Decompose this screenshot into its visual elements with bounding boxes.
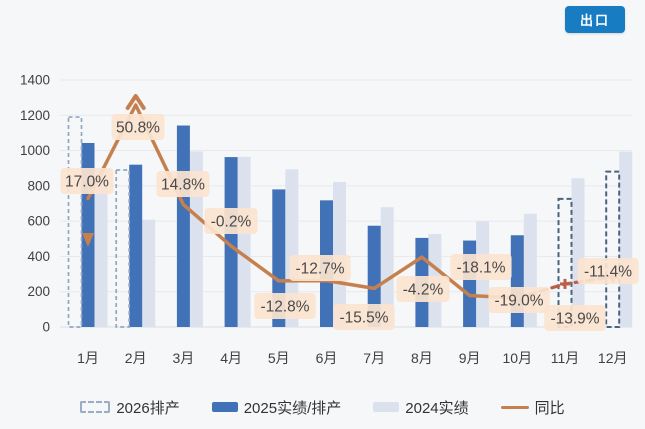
svg-text:1月: 1月 <box>77 350 99 366</box>
svg-text:0: 0 <box>42 320 50 335</box>
legend-label: 同比 <box>534 399 565 417</box>
svg-text:200: 200 <box>27 284 50 299</box>
svg-text:1200: 1200 <box>20 108 50 123</box>
svg-text:-0.2%: -0.2% <box>211 214 252 231</box>
legend-item-2025-shiji-paichan[interactable]: 2025实绩/排产 <box>211 397 342 418</box>
svg-text:-12.8%: -12.8% <box>260 299 309 316</box>
svg-text:-18.1%: -18.1% <box>456 260 505 277</box>
export-button[interactable]: 出口 <box>564 6 625 33</box>
svg-text:-12.7%: -12.7% <box>295 261 344 278</box>
svg-text:600: 600 <box>27 214 50 229</box>
legend-light-bar-swatch-icon <box>373 402 400 412</box>
legend-item-tongbi[interactable]: 同比 <box>500 397 565 418</box>
svg-text:7月: 7月 <box>363 350 385 366</box>
svg-text:6月: 6月 <box>316 350 338 366</box>
legend-label: 2025实绩/排产 <box>243 399 342 417</box>
svg-text:4月: 4月 <box>220 350 242 366</box>
svg-text:8月: 8月 <box>411 350 433 366</box>
svg-text:-11.4%: -11.4% <box>584 264 632 281</box>
legend-solid-bar-swatch-icon <box>211 402 238 412</box>
svg-text:14.8%: 14.8% <box>161 177 205 194</box>
svg-text:800: 800 <box>27 178 50 193</box>
svg-text:-15.5%: -15.5% <box>339 310 388 327</box>
chart-legend: 2026排产 2025实绩/排产 2024实绩 同比 <box>0 394 645 420</box>
svg-text:400: 400 <box>27 249 50 264</box>
svg-text:9月: 9月 <box>459 350 481 366</box>
legend-dashed-bar-swatch-icon <box>80 401 111 413</box>
svg-text:11月: 11月 <box>551 350 580 366</box>
svg-text:17.0%: 17.0% <box>65 174 109 191</box>
combo-bar-line-chart: 0 200 400 600 800 1000 1200 1400 1月 2月 3月 4月 5月 6月 7月 8… <box>20 72 639 366</box>
svg-text:2月: 2月 <box>125 350 147 366</box>
svg-text:12月: 12月 <box>598 350 628 366</box>
svg-text:1400: 1400 <box>20 72 50 87</box>
legend-item-2026-paichan[interactable]: 2026排产 <box>80 397 180 418</box>
legend-item-2024-shiji[interactable]: 2024实绩 <box>373 397 469 418</box>
legend-line-swatch-icon <box>500 405 529 409</box>
svg-text:-19.0%: -19.0% <box>494 293 543 310</box>
svg-text:3月: 3月 <box>173 350 195 366</box>
legend-label: 2026排产 <box>116 399 180 417</box>
svg-text:1000: 1000 <box>20 143 50 158</box>
legend-label: 2024实绩 <box>405 399 469 417</box>
svg-text:50.8%: 50.8% <box>116 120 160 137</box>
svg-text:-4.2%: -4.2% <box>403 282 444 299</box>
svg-text:5月: 5月 <box>268 350 290 366</box>
svg-text:10月: 10月 <box>503 350 533 366</box>
svg-text:-13.9%: -13.9% <box>550 311 599 328</box>
